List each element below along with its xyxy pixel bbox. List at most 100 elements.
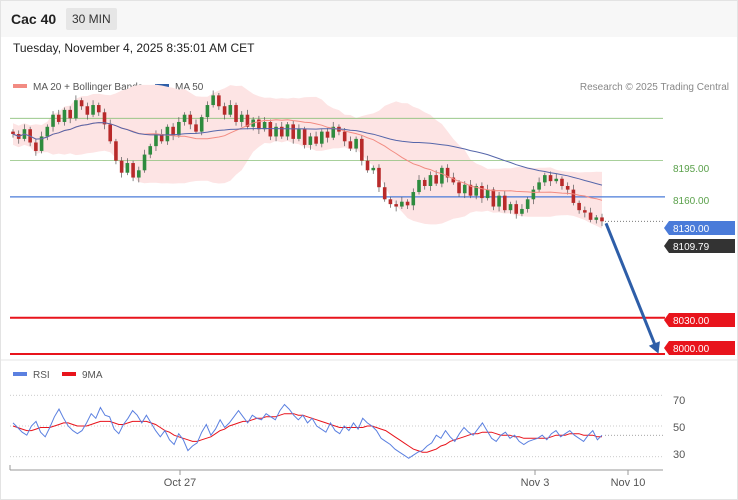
candle-up <box>148 146 153 155</box>
candle-up <box>45 126 50 137</box>
candle-up <box>205 105 210 118</box>
candle-down <box>348 141 353 149</box>
candle-up <box>51 114 55 127</box>
level-label-8130: 8130.00 <box>673 224 710 235</box>
candle-down <box>583 210 587 213</box>
candle-down <box>159 134 164 142</box>
candle-down <box>571 189 576 203</box>
candle-down <box>119 160 124 173</box>
moving-averages <box>12 119 603 201</box>
candle-up <box>74 100 78 119</box>
candle-down <box>79 100 84 107</box>
legend-ma50: MA 50 <box>175 82 204 93</box>
candle-down <box>217 95 221 107</box>
candle-down <box>502 195 507 211</box>
timestamp: Tuesday, November 4, 2025 8:35:01 AM CET <box>13 41 255 55</box>
level-tags: 8195.00 8160.00 8130.00 8109.79 8030.00 … <box>664 164 735 355</box>
candle-up <box>177 121 181 136</box>
candle-up <box>440 167 444 184</box>
candle-up <box>417 179 421 193</box>
candle-up <box>520 208 524 214</box>
candle-down <box>342 131 347 142</box>
candle-down <box>365 160 370 171</box>
rsi-tick-70: 70 <box>673 395 685 407</box>
candle-up <box>400 201 404 207</box>
candle-down <box>360 138 364 161</box>
rsi-tick-30: 30 <box>673 449 685 461</box>
level-label-8195: 8195.00 <box>673 164 710 175</box>
candle-down <box>34 142 38 151</box>
candle-up <box>537 182 541 190</box>
level-label-8160: 8160.00 <box>673 196 710 207</box>
legend-bollinger: MA 20 + Bollinger Bands <box>33 82 143 93</box>
candle-up <box>462 184 467 194</box>
levels <box>10 117 665 355</box>
candle-up <box>137 170 141 178</box>
candle-up <box>199 117 204 132</box>
candle-up <box>508 204 513 211</box>
candle-up <box>543 175 547 183</box>
candle-down <box>314 136 318 144</box>
candle-down <box>577 202 581 211</box>
level-label-8030: 8030.00 <box>673 316 710 327</box>
candle-down <box>468 184 473 196</box>
candle-down <box>234 105 238 122</box>
candle-down <box>11 131 15 135</box>
legend-swatch-bollinger <box>13 84 27 88</box>
candle-down <box>222 106 227 115</box>
candle-up <box>319 131 324 144</box>
candle-up <box>331 126 336 138</box>
candle-up <box>371 167 376 171</box>
candle-up <box>62 109 67 122</box>
credit-text: Research © 2025 Trading Central <box>580 82 729 93</box>
legend-9ma: 9MA <box>82 370 103 381</box>
interval-button[interactable]: 30 MIN <box>66 8 117 30</box>
symbol-title: Cac 40 <box>11 11 57 27</box>
forecast-arrow-shaft <box>604 222 659 351</box>
candle-down <box>131 163 135 178</box>
candle-up <box>239 114 244 122</box>
rsi-tick-50: 50 <box>673 422 685 434</box>
candle-down <box>480 186 484 199</box>
candle-down <box>291 124 296 139</box>
candle-up <box>525 199 530 209</box>
candle-down <box>257 119 261 130</box>
candle-down <box>302 129 307 145</box>
tag-8030 <box>664 313 735 327</box>
candle-up <box>154 134 158 147</box>
candle-up <box>91 105 95 115</box>
candle-down <box>405 201 410 206</box>
candle-up <box>165 126 170 142</box>
candle-down <box>279 126 284 137</box>
candle-up <box>554 178 559 182</box>
candle-up <box>39 136 44 151</box>
candle-up <box>428 175 433 186</box>
tag-8130 <box>664 221 735 235</box>
legend-swatch-rsi <box>13 372 27 376</box>
level-label-8000: 8000.00 <box>673 344 710 355</box>
candle-down <box>245 114 250 127</box>
candle-up <box>411 192 416 206</box>
candle-down <box>108 124 113 142</box>
candle-down <box>325 131 330 138</box>
candle-down <box>171 126 175 136</box>
rsi-lines <box>12 403 663 459</box>
forecast-arrow <box>604 222 660 354</box>
top-bar: Cac 40 30 MIN <box>1 1 737 37</box>
candle-down <box>548 175 553 182</box>
candle-down <box>457 182 461 194</box>
tag-8000 <box>664 341 735 355</box>
candle-down <box>85 106 90 115</box>
rsi-9ma-line <box>12 413 602 453</box>
candle-up <box>297 129 301 139</box>
candle-down <box>560 178 564 186</box>
candle-down <box>445 167 450 178</box>
candle-down <box>565 186 570 190</box>
rsi-grid <box>10 394 663 458</box>
candle-down <box>377 167 381 188</box>
candle-down <box>188 114 193 125</box>
x-tick-label-nov3: Nov 3 <box>521 477 550 489</box>
candle-down <box>451 177 456 183</box>
candle-down <box>514 204 519 214</box>
